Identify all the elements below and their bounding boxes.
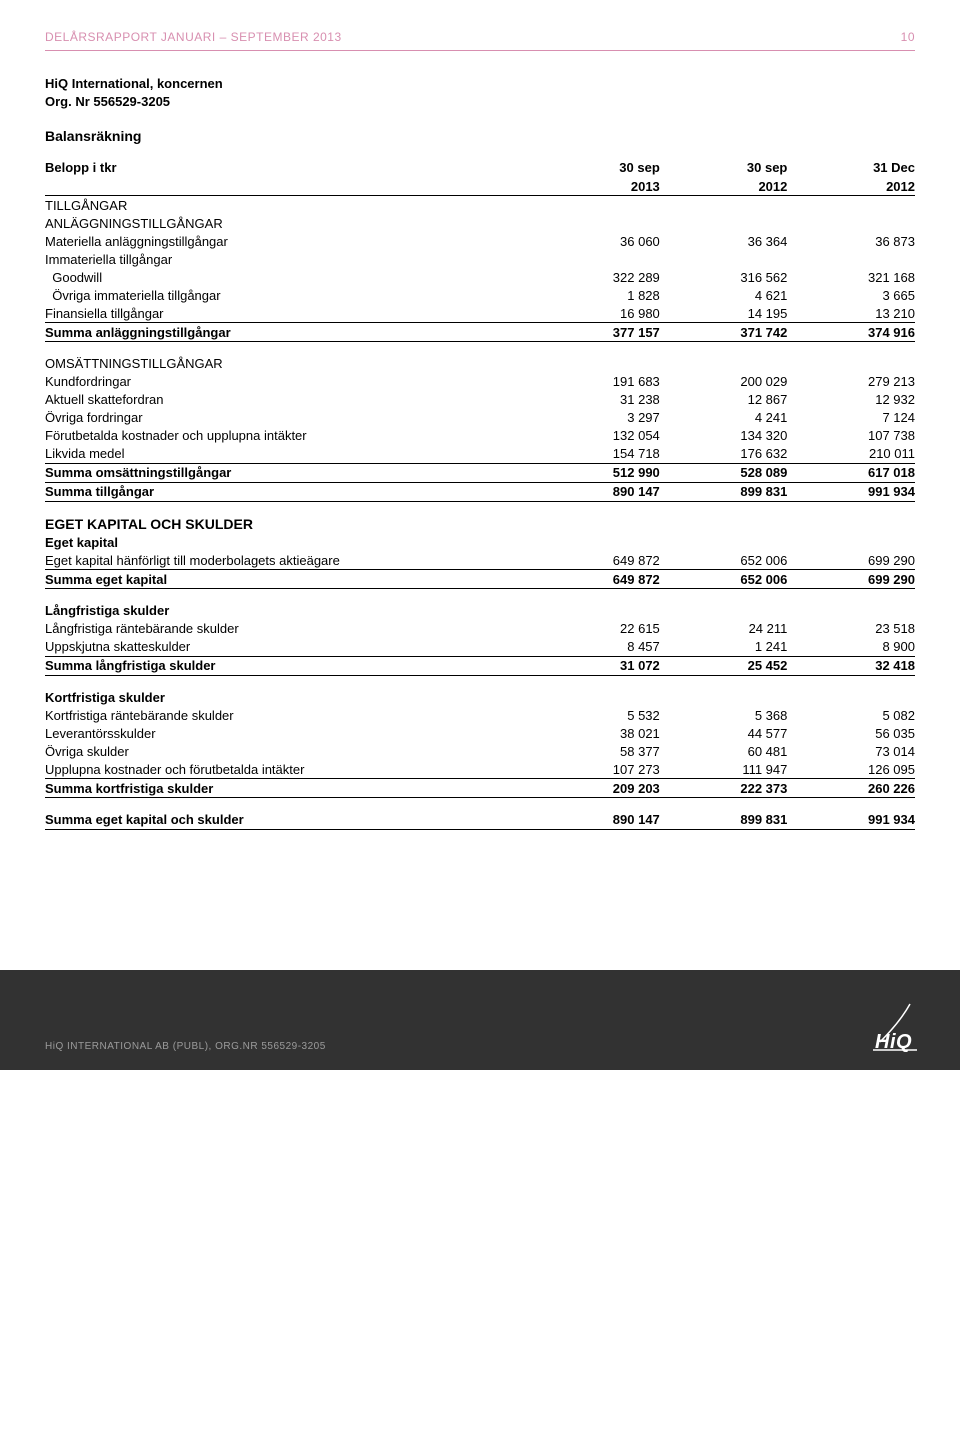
table-row: Leverantörsskulder38 02144 57756 035 [45, 724, 915, 742]
table-header-row-2: 2013 2012 2012 [45, 177, 915, 196]
col-2b: 2012 [660, 177, 788, 196]
table-row: TILLGÅNGAR [45, 196, 915, 215]
table-row: Långfristiga skulder [45, 589, 915, 620]
page-footer: HiQ INTERNATIONAL AB (PUBL), ORG.NR 5565… [0, 970, 960, 1070]
table-row: Aktuell skattefordran31 23812 86712 932 [45, 391, 915, 409]
footer-text: HiQ INTERNATIONAL AB (PUBL), ORG.NR 5565… [45, 1041, 326, 1052]
table-row: Eget kapital hänförligt till moderbolage… [45, 551, 915, 570]
balance-sheet-table: Belopp i tkr 30 sep 30 sep 31 Dec 2013 2… [45, 158, 915, 830]
table-row: Summa eget kapital649 872652 006699 290 [45, 570, 915, 589]
table-row: Övriga fordringar3 2974 2417 124 [45, 409, 915, 427]
table-row: Finansiella tillgångar16 98014 19513 210 [45, 304, 915, 323]
page-header: DELÅRSRAPPORT JANUARI – SEPTEMBER 2013 1… [45, 30, 915, 51]
table-row: Långfristiga räntebärande skulder22 6152… [45, 620, 915, 638]
col-3a: 31 Dec [787, 158, 915, 177]
table-row: Kortfristiga räntebärande skulder5 5325 … [45, 706, 915, 724]
company-org: Org. Nr 556529-3205 [45, 93, 915, 111]
table-row: Immateriella tillgångar [45, 250, 915, 268]
table-row: Summa tillgångar890 147899 831991 934 [45, 482, 915, 501]
table-row: Summa anläggningstillgångar377 157371 74… [45, 323, 915, 342]
table-header-row-1: Belopp i tkr 30 sep 30 sep 31 Dec [45, 158, 915, 177]
table-row: Summa eget kapital och skulder890 147899… [45, 798, 915, 830]
col-1a: 30 sep [532, 158, 660, 177]
table-row: Övriga skulder58 37760 48173 014 [45, 742, 915, 760]
col-label: Belopp i tkr [45, 158, 532, 177]
hiq-logo-icon: HiQ [855, 1002, 925, 1052]
table-row: Upplupna kostnader och förutbetalda intä… [45, 760, 915, 779]
col-2a: 30 sep [660, 158, 788, 177]
section-title: Balansräkning [45, 128, 915, 144]
table-row: Förutbetalda kostnader och upplupna intä… [45, 427, 915, 445]
table-row: Materiella anläggningstillgångar36 06036… [45, 232, 915, 250]
table-row: ANLÄGGNINGSTILLGÅNGAR [45, 214, 915, 232]
header-title: DELÅRSRAPPORT JANUARI – SEPTEMBER 2013 [45, 30, 342, 44]
company-name: HiQ International, koncernen [45, 75, 915, 93]
svg-text:HiQ: HiQ [875, 1031, 912, 1052]
table-row: Eget kapital [45, 533, 915, 551]
table-row: Kundfordringar191 683200 029279 213 [45, 373, 915, 391]
col-3b: 2012 [787, 177, 915, 196]
table-row: Summa långfristiga skulder31 07225 45232… [45, 656, 915, 675]
table-row: OMSÄTTNINGSTILLGÅNGAR [45, 342, 915, 373]
page-number: 10 [901, 30, 915, 44]
table-row: Övriga immateriella tillgångar1 8284 621… [45, 286, 915, 304]
table-row: EGET KAPITAL OCH SKULDER [45, 501, 915, 533]
table-row: Goodwill322 289316 562321 168 [45, 268, 915, 286]
table-row: Summa omsättningstillgångar512 990528 08… [45, 463, 915, 482]
col-1b: 2013 [532, 177, 660, 196]
table-row: Summa kortfristiga skulder209 203222 373… [45, 779, 915, 798]
table-row: Uppskjutna skatteskulder8 4571 2418 900 [45, 638, 915, 657]
company-block: HiQ International, koncernen Org. Nr 556… [45, 75, 915, 110]
table-row: Likvida medel154 718176 632210 011 [45, 445, 915, 464]
table-row: Kortfristiga skulder [45, 675, 915, 706]
